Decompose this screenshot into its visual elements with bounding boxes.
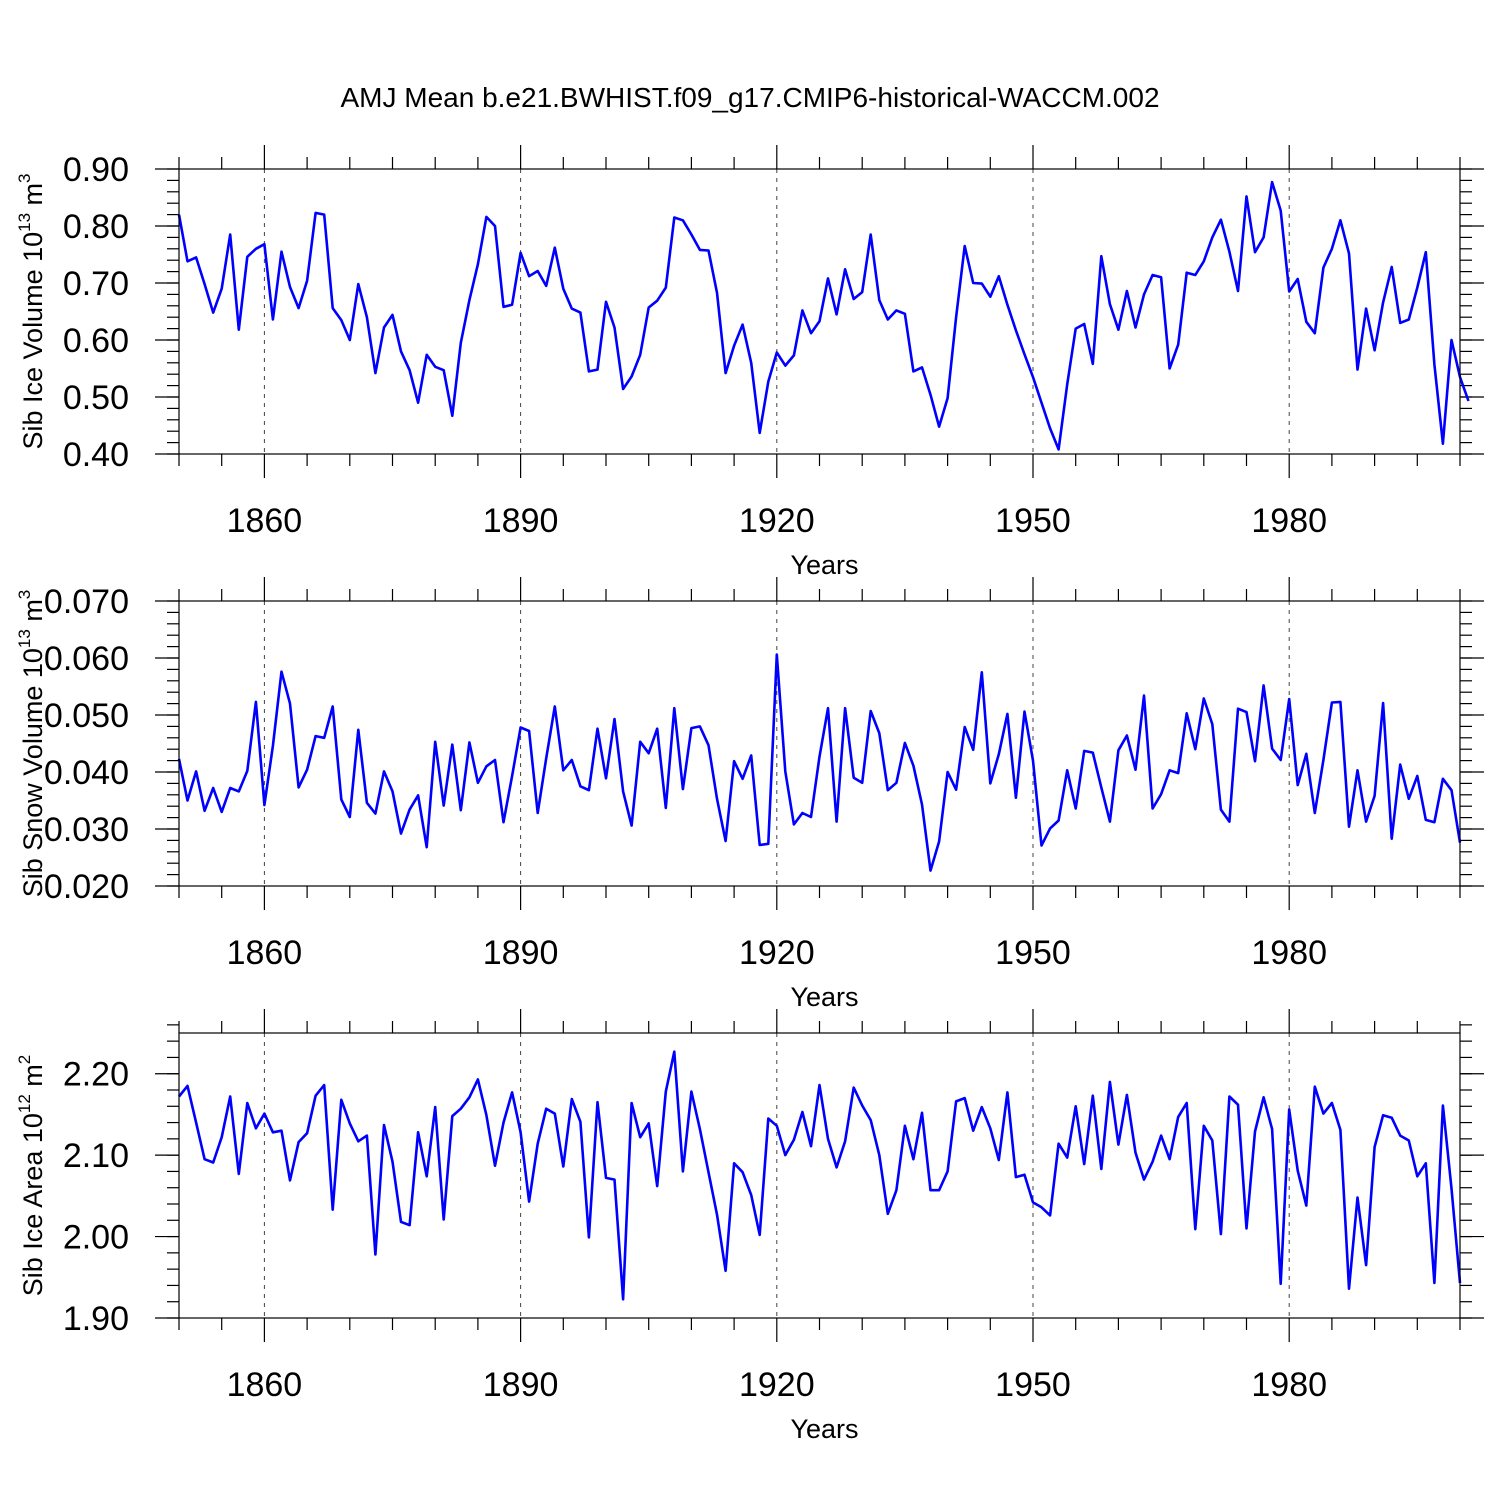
x-tick-label: 1980 [1251, 1366, 1327, 1404]
y-tick-label: 0.40 [63, 436, 129, 474]
y-tick-label: 0.030 [44, 811, 129, 849]
y-axis-title-superscript: 13 [15, 213, 34, 232]
x-tick-label: 1920 [739, 1366, 815, 1404]
y-axis-title-superscript: 3 [15, 590, 34, 599]
x-tick-label: 1890 [483, 1366, 559, 1404]
x-tick-label: 1980 [1251, 934, 1327, 972]
x-tick-label: 1950 [995, 934, 1071, 972]
y-tick-label: 0.020 [44, 868, 129, 906]
chart-panels: 1860 1890 1920 1950 1980 0.40 0.50 0.60 0.70 0.80… [15, 145, 1484, 1444]
x-tick-label: 1980 [1251, 502, 1327, 540]
y-axis-title-superscript: 3 [15, 173, 34, 182]
data-series-line [177, 180, 1470, 451]
y-axis-title-superscript: 2 [15, 1055, 34, 1064]
plot-frame [178, 1032, 1461, 1319]
y-tick-label: 2.20 [63, 1056, 129, 1094]
x-tick-label: 1860 [227, 502, 303, 540]
x-axis-title: Years [790, 982, 858, 1012]
y-tick-label: 0.70 [63, 265, 129, 303]
plot-frame [178, 168, 1461, 455]
y-tick-label: 2.00 [63, 1219, 129, 1257]
y-axis-title-text: m [18, 1064, 48, 1094]
y-tick-label: 0.040 [44, 754, 129, 792]
data-series-line [177, 653, 1462, 872]
x-tick-label: 1890 [483, 502, 559, 540]
y-axis-title-superscript: 13 [15, 629, 34, 648]
y-axis-title-text: m [18, 183, 48, 213]
y-axis-title-text: Sib Ice Area 10 [18, 1113, 48, 1296]
y-axis-title: Sib Snow Volume 1013 m3 [15, 590, 48, 898]
figure-title: AMJ Mean b.e21.BWHIST.f09_g17.CMIP6-hist… [340, 82, 1159, 113]
y-axis-title-text: Sib Snow Volume 10 [18, 648, 48, 897]
y-tick-label: 0.90 [63, 151, 129, 189]
y-axis-title-text: Sib Ice Volume 10 [18, 232, 48, 450]
y-axis-title: Sib Ice Area 1012 m2 [15, 1055, 48, 1297]
plot-frame [178, 600, 1461, 887]
y-axis-title-text: m [18, 599, 48, 629]
y-tick-label: 0.80 [63, 208, 129, 246]
y-tick-label: 0.070 [44, 583, 129, 621]
panel-3: 1860 1890 1920 1950 1980 1.90 2.00 2.10 2.20 Year… [15, 1009, 1484, 1444]
x-tick-label: 1950 [995, 1366, 1071, 1404]
y-tick-label: 0.060 [44, 640, 129, 678]
x-axis-title: Years [790, 1414, 858, 1444]
x-tick-label: 1890 [483, 934, 559, 972]
panel-2: 1860 1890 1920 1950 1980 0.020 0.030 0.040 0.050… [15, 577, 1484, 1012]
data-series-line [177, 1050, 1462, 1301]
x-axis-title: Years [790, 550, 858, 580]
y-axis-title-superscript: 12 [15, 1094, 34, 1113]
x-tick-label: 1920 [739, 502, 815, 540]
panel-1: 1860 1890 1920 1950 1980 0.40 0.50 0.60 0.70 0.80… [15, 145, 1484, 580]
y-axis-title: Sib Ice Volume 1013 m3 [15, 173, 48, 449]
y-tick-label: 0.60 [63, 322, 129, 360]
y-tick-label: 0.50 [63, 379, 129, 417]
x-tick-label: 1950 [995, 502, 1071, 540]
y-tick-label: 1.90 [63, 1300, 129, 1338]
y-tick-label: 0.050 [44, 697, 129, 735]
x-tick-label: 1860 [227, 1366, 303, 1404]
x-tick-label: 1920 [739, 934, 815, 972]
y-tick-label: 2.10 [63, 1137, 129, 1175]
x-tick-label: 1860 [227, 934, 303, 972]
